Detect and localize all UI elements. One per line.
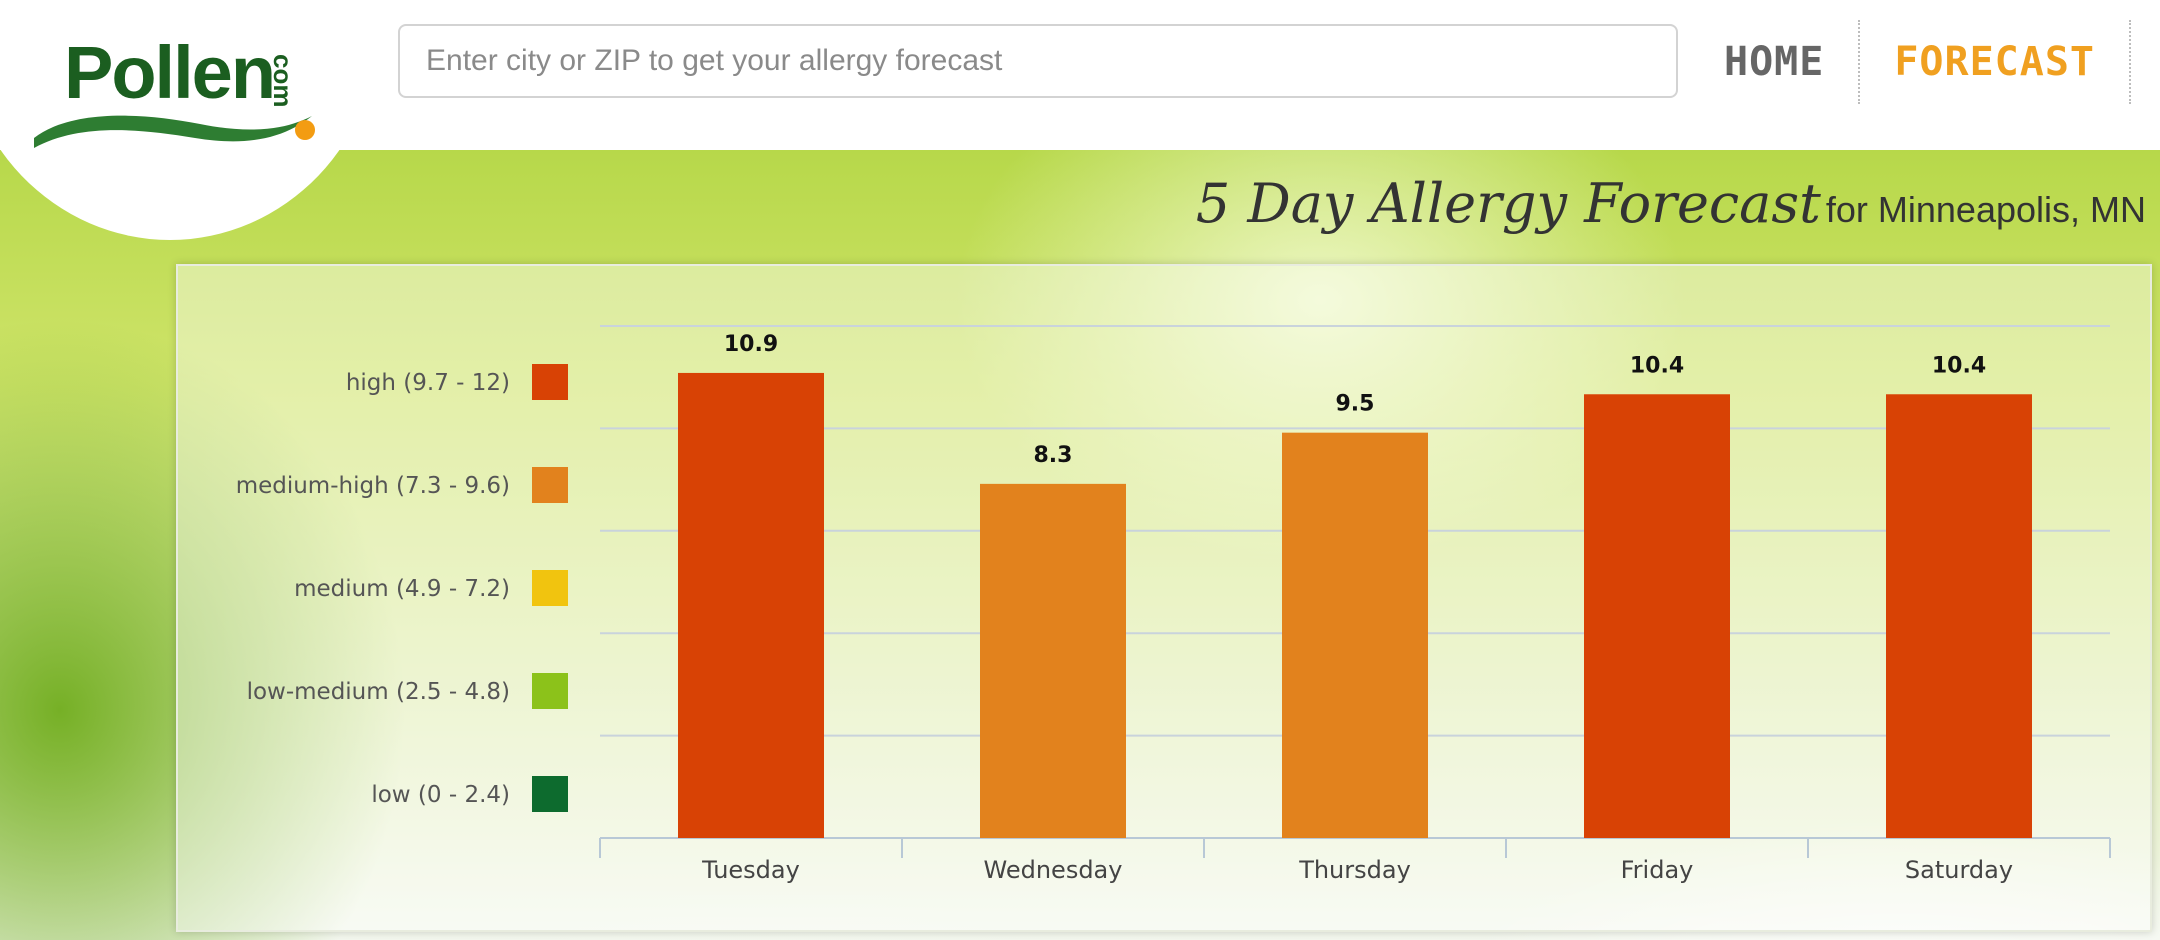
nav-home[interactable]: HOME (1690, 20, 1861, 104)
legend-label: high (9.7 - 12) (346, 370, 510, 396)
legend-label: medium (4.9 - 7.2) (294, 576, 510, 602)
legend-label: low-medium (2.5 - 4.8) (247, 679, 510, 705)
x-tick-label: Friday (1621, 856, 1694, 884)
legend-swatch (532, 570, 568, 606)
legend-label: medium-high (7.3 - 9.6) (236, 473, 510, 499)
forecast-title: 5 Day Allergy Forecast (1195, 172, 1821, 235)
bar-tuesday (678, 372, 824, 838)
legend-swatch (532, 776, 568, 812)
legend-swatch (532, 364, 568, 400)
x-tick-label: Wednesday (984, 856, 1123, 884)
forecast-bar-chart: 10.9 Tuesday 8.3 Wednesday 9.5 Thursday 10.4 Fr… (236, 325, 2111, 884)
bar-wednesday (980, 483, 1126, 838)
data-label: 10.9 (724, 332, 778, 357)
page-title: 5 Day Allergy Forecast for Minneapolis, … (1196, 172, 2146, 235)
data-label: 8.3 (1034, 443, 1073, 468)
nav-forecast[interactable]: FORECAST (1860, 20, 2131, 104)
bar-friday (1584, 394, 1730, 838)
site-logo[interactable]: Pollen com (30, 20, 330, 160)
main-nav: HOME FORECAST AL (1690, 20, 2160, 104)
search-input[interactable] (398, 24, 1678, 98)
legend-swatch (532, 673, 568, 709)
logo-swoosh-icon (34, 115, 315, 148)
data-label: 10.4 (1630, 353, 1684, 378)
legend-swatch (532, 467, 568, 503)
logo-com-text: com (268, 54, 298, 108)
x-tick-label: Tuesday (701, 856, 800, 884)
x-tick-label: Thursday (1298, 856, 1411, 884)
bar-saturday (1886, 394, 2032, 838)
bar-thursday (1282, 432, 1428, 838)
chart-panel: 10.9 Tuesday 8.3 Wednesday 9.5 Thursday 10.4 Fr… (176, 264, 2152, 932)
nav-allergy[interactable]: AL (2131, 20, 2160, 104)
data-label: 10.4 (1932, 353, 1986, 378)
forecast-location: for Minneapolis, MN (1825, 189, 2146, 230)
logo-text: Pollen (64, 31, 276, 114)
x-tick-label: Saturday (1905, 856, 2013, 884)
data-label: 9.5 (1336, 392, 1375, 417)
legend-label: low (0 - 2.4) (371, 782, 510, 808)
